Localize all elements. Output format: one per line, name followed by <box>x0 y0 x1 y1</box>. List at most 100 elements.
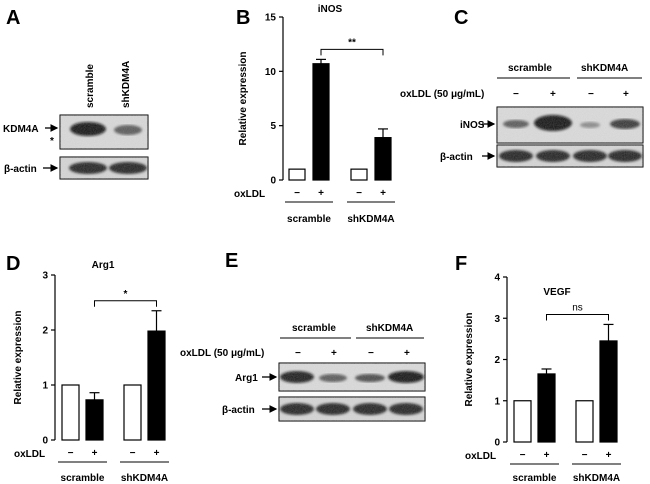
blot-row-label: Arg1 <box>235 373 258 384</box>
panel-letter: F <box>455 253 467 275</box>
y-tick-label: 2 <box>494 355 500 366</box>
panel-letter: A <box>6 7 20 29</box>
bar <box>513 400 532 443</box>
treatment-sign: − <box>356 188 362 199</box>
y-tick-label: 0 <box>494 438 500 449</box>
blot-row-label: KDM4A <box>3 124 39 135</box>
y-tick-label: 5 <box>270 121 276 132</box>
y-axis-label: Relative expression <box>238 52 249 146</box>
y-axis-label: Relative expression <box>13 311 24 405</box>
treatment-sign: − <box>68 448 74 459</box>
blot-row-label: iNOS <box>460 120 485 131</box>
y-tick-label: 0 <box>270 176 276 187</box>
lane-label: scramble <box>85 64 96 108</box>
bar <box>61 384 80 441</box>
significance-bracket <box>546 313 609 321</box>
blot-arg1 <box>278 362 426 392</box>
y-tick-label: 15 <box>265 13 277 24</box>
y-tick-label: 2 <box>42 326 48 337</box>
y-tick-label: 1 <box>494 396 500 407</box>
treatment-sign: − <box>520 450 526 461</box>
panel-a: A scramble shKDM4A KDM4A * β-actin <box>3 7 149 180</box>
y-tick-label: 3 <box>42 271 48 282</box>
treatment-sign: − <box>513 89 519 100</box>
treatment-row-label: oxLDL <box>14 449 45 460</box>
chart-vegf: VEGF 0 1 2 3 4 Relative expression ns oxLDL − + − + s… <box>464 273 621 484</box>
panel-letter: E <box>225 250 238 272</box>
blot-row-label: β-actin <box>440 152 473 163</box>
treatment-row-label: oxLDL <box>465 451 496 462</box>
bar <box>312 63 330 181</box>
treatment-label: oxLDL (50 μg/mL) <box>180 348 264 359</box>
blot-beta-actin <box>496 144 644 168</box>
blot-beta-actin <box>278 396 426 422</box>
y-axis-label: Relative expression <box>464 313 475 407</box>
significance-label: * <box>124 289 128 300</box>
bar <box>537 373 556 443</box>
treatment-sign: − <box>294 188 300 199</box>
blot-inos <box>496 106 644 144</box>
treatment-sign: + <box>331 348 337 359</box>
y-tick-label: 10 <box>265 67 277 78</box>
bar <box>575 400 594 443</box>
panel-letter: D <box>6 253 20 275</box>
y-tick-label: 3 <box>494 314 500 325</box>
group-label: scramble <box>287 214 331 225</box>
treatment-label: oxLDL (50 μg/mL) <box>400 89 484 100</box>
panel-letter: B <box>236 7 250 29</box>
bar <box>374 137 392 181</box>
treatment-sign: − <box>130 448 136 459</box>
significance-bracket <box>94 300 157 307</box>
group-label: shKDM4A <box>121 473 168 484</box>
panel-letter: C <box>454 7 468 29</box>
chart-title: Arg1 <box>92 260 115 271</box>
treatment-sign: + <box>544 450 550 461</box>
bar <box>85 399 104 441</box>
treatment-sign: − <box>582 450 588 461</box>
nonspecific-band-mark: * <box>50 136 54 147</box>
bar <box>599 340 618 443</box>
chart-inos: iNOS 0 5 10 15 Relative expression ** oxLDL − + − +… <box>234 4 395 225</box>
chart-title: VEGF <box>543 287 570 298</box>
treatment-sign: − <box>368 348 374 359</box>
y-tick-label: 0 <box>42 436 48 447</box>
group-label: shKDM4A <box>347 214 394 225</box>
chart-title: iNOS <box>318 4 343 15</box>
group-label: scramble <box>513 473 557 484</box>
significance-label: ** <box>348 37 356 48</box>
treatment-row-label: oxLDL <box>234 189 265 200</box>
panel-c: C scramble shKDM4A oxLDL (50 μg/mL) − + … <box>400 7 644 168</box>
treatment-sign: − <box>588 89 594 100</box>
chart-arg1: Arg1 0 1 2 3 Relative expression * oxLDL − + − + scr… <box>13 260 169 484</box>
group-label: scramble <box>61 473 105 484</box>
blot-row-label: β-actin <box>4 164 37 175</box>
y-tick-label: 1 <box>42 381 48 392</box>
treatment-sign: + <box>154 448 160 459</box>
treatment-sign: − <box>295 348 301 359</box>
treatment-sign: + <box>92 448 98 459</box>
treatment-sign: + <box>318 188 324 199</box>
treatment-sign: + <box>404 348 410 359</box>
significance-label: ns <box>572 302 583 313</box>
bar <box>288 168 306 181</box>
group-label: scramble <box>292 323 336 334</box>
treatment-sign: + <box>623 89 629 100</box>
treatment-sign: + <box>380 188 386 199</box>
panel-e: E scramble shKDM4A oxLDL (50 μg/mL) − + … <box>180 250 426 422</box>
treatment-sign: + <box>606 450 612 461</box>
significance-bracket <box>320 48 384 56</box>
bar <box>147 330 166 441</box>
blot-row-label: β-actin <box>222 405 255 416</box>
bar <box>350 168 368 181</box>
blot-beta-actin <box>59 156 149 180</box>
bar <box>123 384 142 441</box>
group-label: scramble <box>508 63 552 74</box>
group-label: shKDM4A <box>366 323 413 334</box>
group-label: shKDM4A <box>573 473 620 484</box>
blot-kdm4a <box>59 114 149 150</box>
group-label: shKDM4A <box>581 63 628 74</box>
lane-label: shKDM4A <box>121 61 132 108</box>
y-tick-label: 4 <box>494 273 500 284</box>
treatment-sign: + <box>550 89 556 100</box>
